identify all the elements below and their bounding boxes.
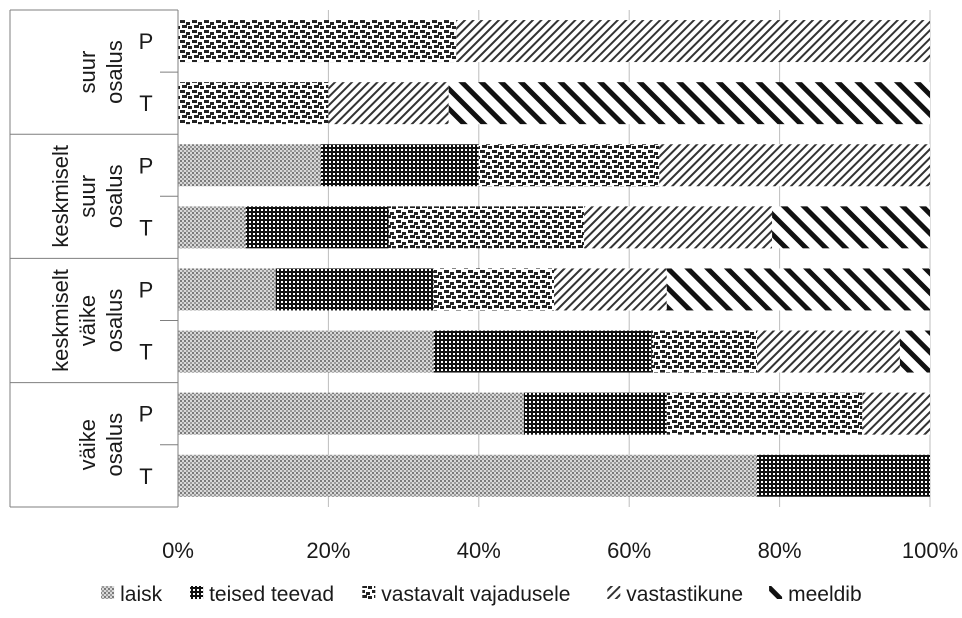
bars	[178, 20, 930, 497]
bar-vastastikune-row-3	[584, 206, 773, 249]
category-label-4: P	[139, 277, 154, 302]
bar-laisk-row-4	[178, 268, 276, 311]
category-label-7: T	[139, 464, 152, 489]
bar-teised-teevad-row-6	[523, 392, 667, 435]
group-label-0-line-0: suur	[75, 51, 100, 94]
x-tick-label-3: 60%	[607, 538, 651, 563]
group-label-2-line-2: osalus	[102, 289, 127, 353]
bar-vastastikune-row-1	[328, 82, 449, 125]
bar-vastastikune-row-4	[554, 268, 667, 311]
bar-vastastikune-row-2	[659, 144, 930, 187]
group-label-2-line-1: väike	[75, 295, 100, 346]
group-label-3-line-1: osalus	[102, 413, 127, 477]
axis-frame	[9, 9, 179, 508]
group-label-2-line-0: keskmiselt	[48, 269, 73, 372]
bar-laisk-row-5	[178, 330, 434, 373]
bar-meeldib-row-3	[772, 206, 930, 249]
group-label-1-line-2: osalus	[102, 165, 127, 229]
legend-label-1: teised teevad	[209, 583, 334, 606]
bar-vastavalt-vajadusele-row-3	[388, 206, 585, 249]
category-label-1: T	[139, 91, 152, 116]
bar-laisk-row-6	[178, 392, 524, 435]
bar-teised-teevad-row-7	[757, 454, 930, 497]
bar-vastastikune-row-6	[862, 392, 930, 435]
bar-laisk-row-3	[178, 206, 246, 249]
group-label-0-line-1: osalus	[102, 40, 127, 104]
x-tick-label-5: 100%	[902, 538, 958, 563]
bar-vastavalt-vajadusele-row-6	[666, 392, 863, 435]
bar-vastavalt-vajadusele-row-0	[178, 20, 457, 63]
legend-swatch-0	[101, 586, 115, 599]
category-label-5: T	[139, 340, 152, 365]
bar-vastavalt-vajadusele-row-1	[178, 82, 329, 125]
category-label-6: P	[139, 402, 154, 427]
legend-label-2: vastavalt vajadusele	[381, 583, 570, 606]
bar-teised-teevad-row-3	[245, 206, 389, 249]
group-label-1-line-0: keskmiselt	[48, 145, 73, 248]
bar-laisk-row-7	[178, 454, 758, 497]
category-label-3: T	[139, 215, 152, 240]
legend-swatch-1	[190, 586, 204, 599]
bar-teised-teevad-row-4	[275, 268, 434, 311]
bar-vastavalt-vajadusele-row-2	[478, 144, 660, 187]
x-tick-label-4: 80%	[758, 538, 802, 563]
category-label-0: P	[139, 29, 154, 54]
bar-teised-teevad-row-5	[433, 330, 652, 373]
x-tick-label-2: 40%	[457, 538, 501, 563]
legend: laisk teised teevad vastavalt vajadusele va…	[101, 583, 862, 606]
legend-label-3: vastastikune	[626, 583, 743, 606]
bar-vastavalt-vajadusele-row-5	[651, 330, 758, 373]
category-labels: P T P T P T P T	[139, 29, 154, 489]
x-tick-labels: 0% 20% 40% 60% 80% 100%	[162, 538, 958, 563]
legend-label-0: laisk	[120, 583, 163, 606]
legend-label-4: meeldib	[788, 583, 862, 606]
bar-meeldib-row-5	[899, 330, 930, 373]
x-tick-label-1: 20%	[306, 538, 350, 563]
bar-meeldib-row-4	[666, 268, 930, 311]
bar-teised-teevad-row-2	[320, 144, 479, 187]
bar-vastastikune-row-0	[456, 20, 930, 63]
legend-swatch-2	[362, 586, 376, 599]
bar-meeldib-row-1	[448, 82, 930, 125]
category-label-2: P	[139, 153, 154, 178]
bar-laisk-row-2	[178, 144, 321, 187]
legend-swatch-4	[769, 586, 783, 599]
bar-vastavalt-vajadusele-row-4	[433, 268, 554, 311]
x-tick-label-0: 0%	[162, 538, 194, 563]
group-label-3-line-0: väike	[75, 419, 100, 470]
legend-swatch-3	[607, 586, 621, 599]
bar-vastastikune-row-5	[757, 330, 900, 373]
group-label-1-line-1: suur	[75, 175, 100, 218]
